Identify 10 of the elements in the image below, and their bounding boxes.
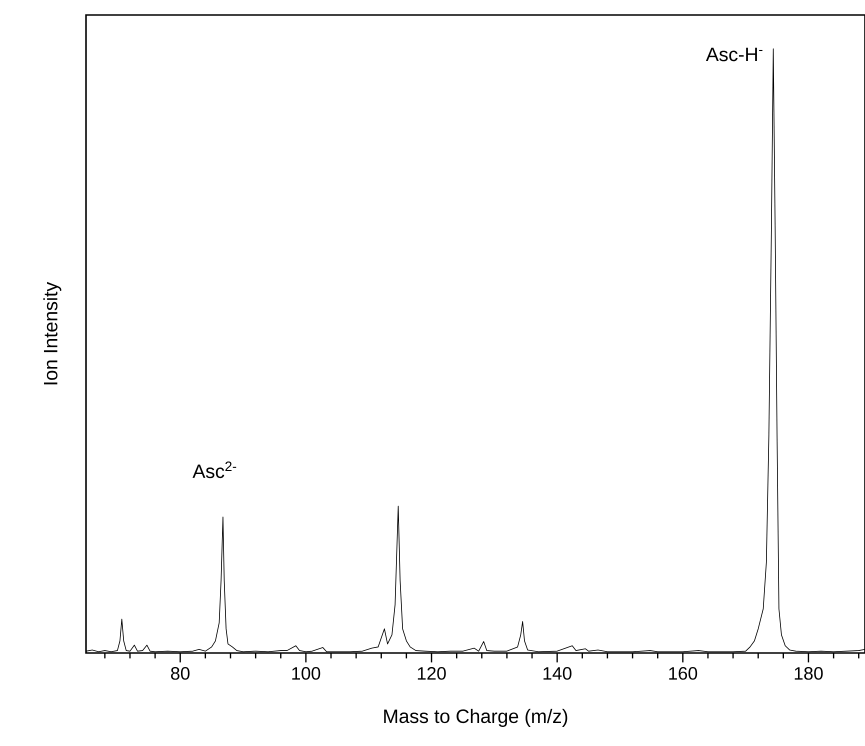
x-tick-label: 100 xyxy=(292,667,320,680)
annotation: Asc$^{2-}$ xyxy=(192,462,236,478)
annotation: Asc-H$^{-}$ xyxy=(706,48,762,62)
x-tick-label: 140 xyxy=(544,667,572,680)
x-tick-label: 160 xyxy=(669,667,698,680)
x-tick-label: 120 xyxy=(418,667,446,680)
y-axis-title: Ion Intensity xyxy=(43,282,62,384)
x-axis-title: Mass to Charge (m/z) xyxy=(384,708,568,727)
x-tick-label: 80 xyxy=(171,667,190,680)
x-tick-label: 180 xyxy=(794,667,823,680)
